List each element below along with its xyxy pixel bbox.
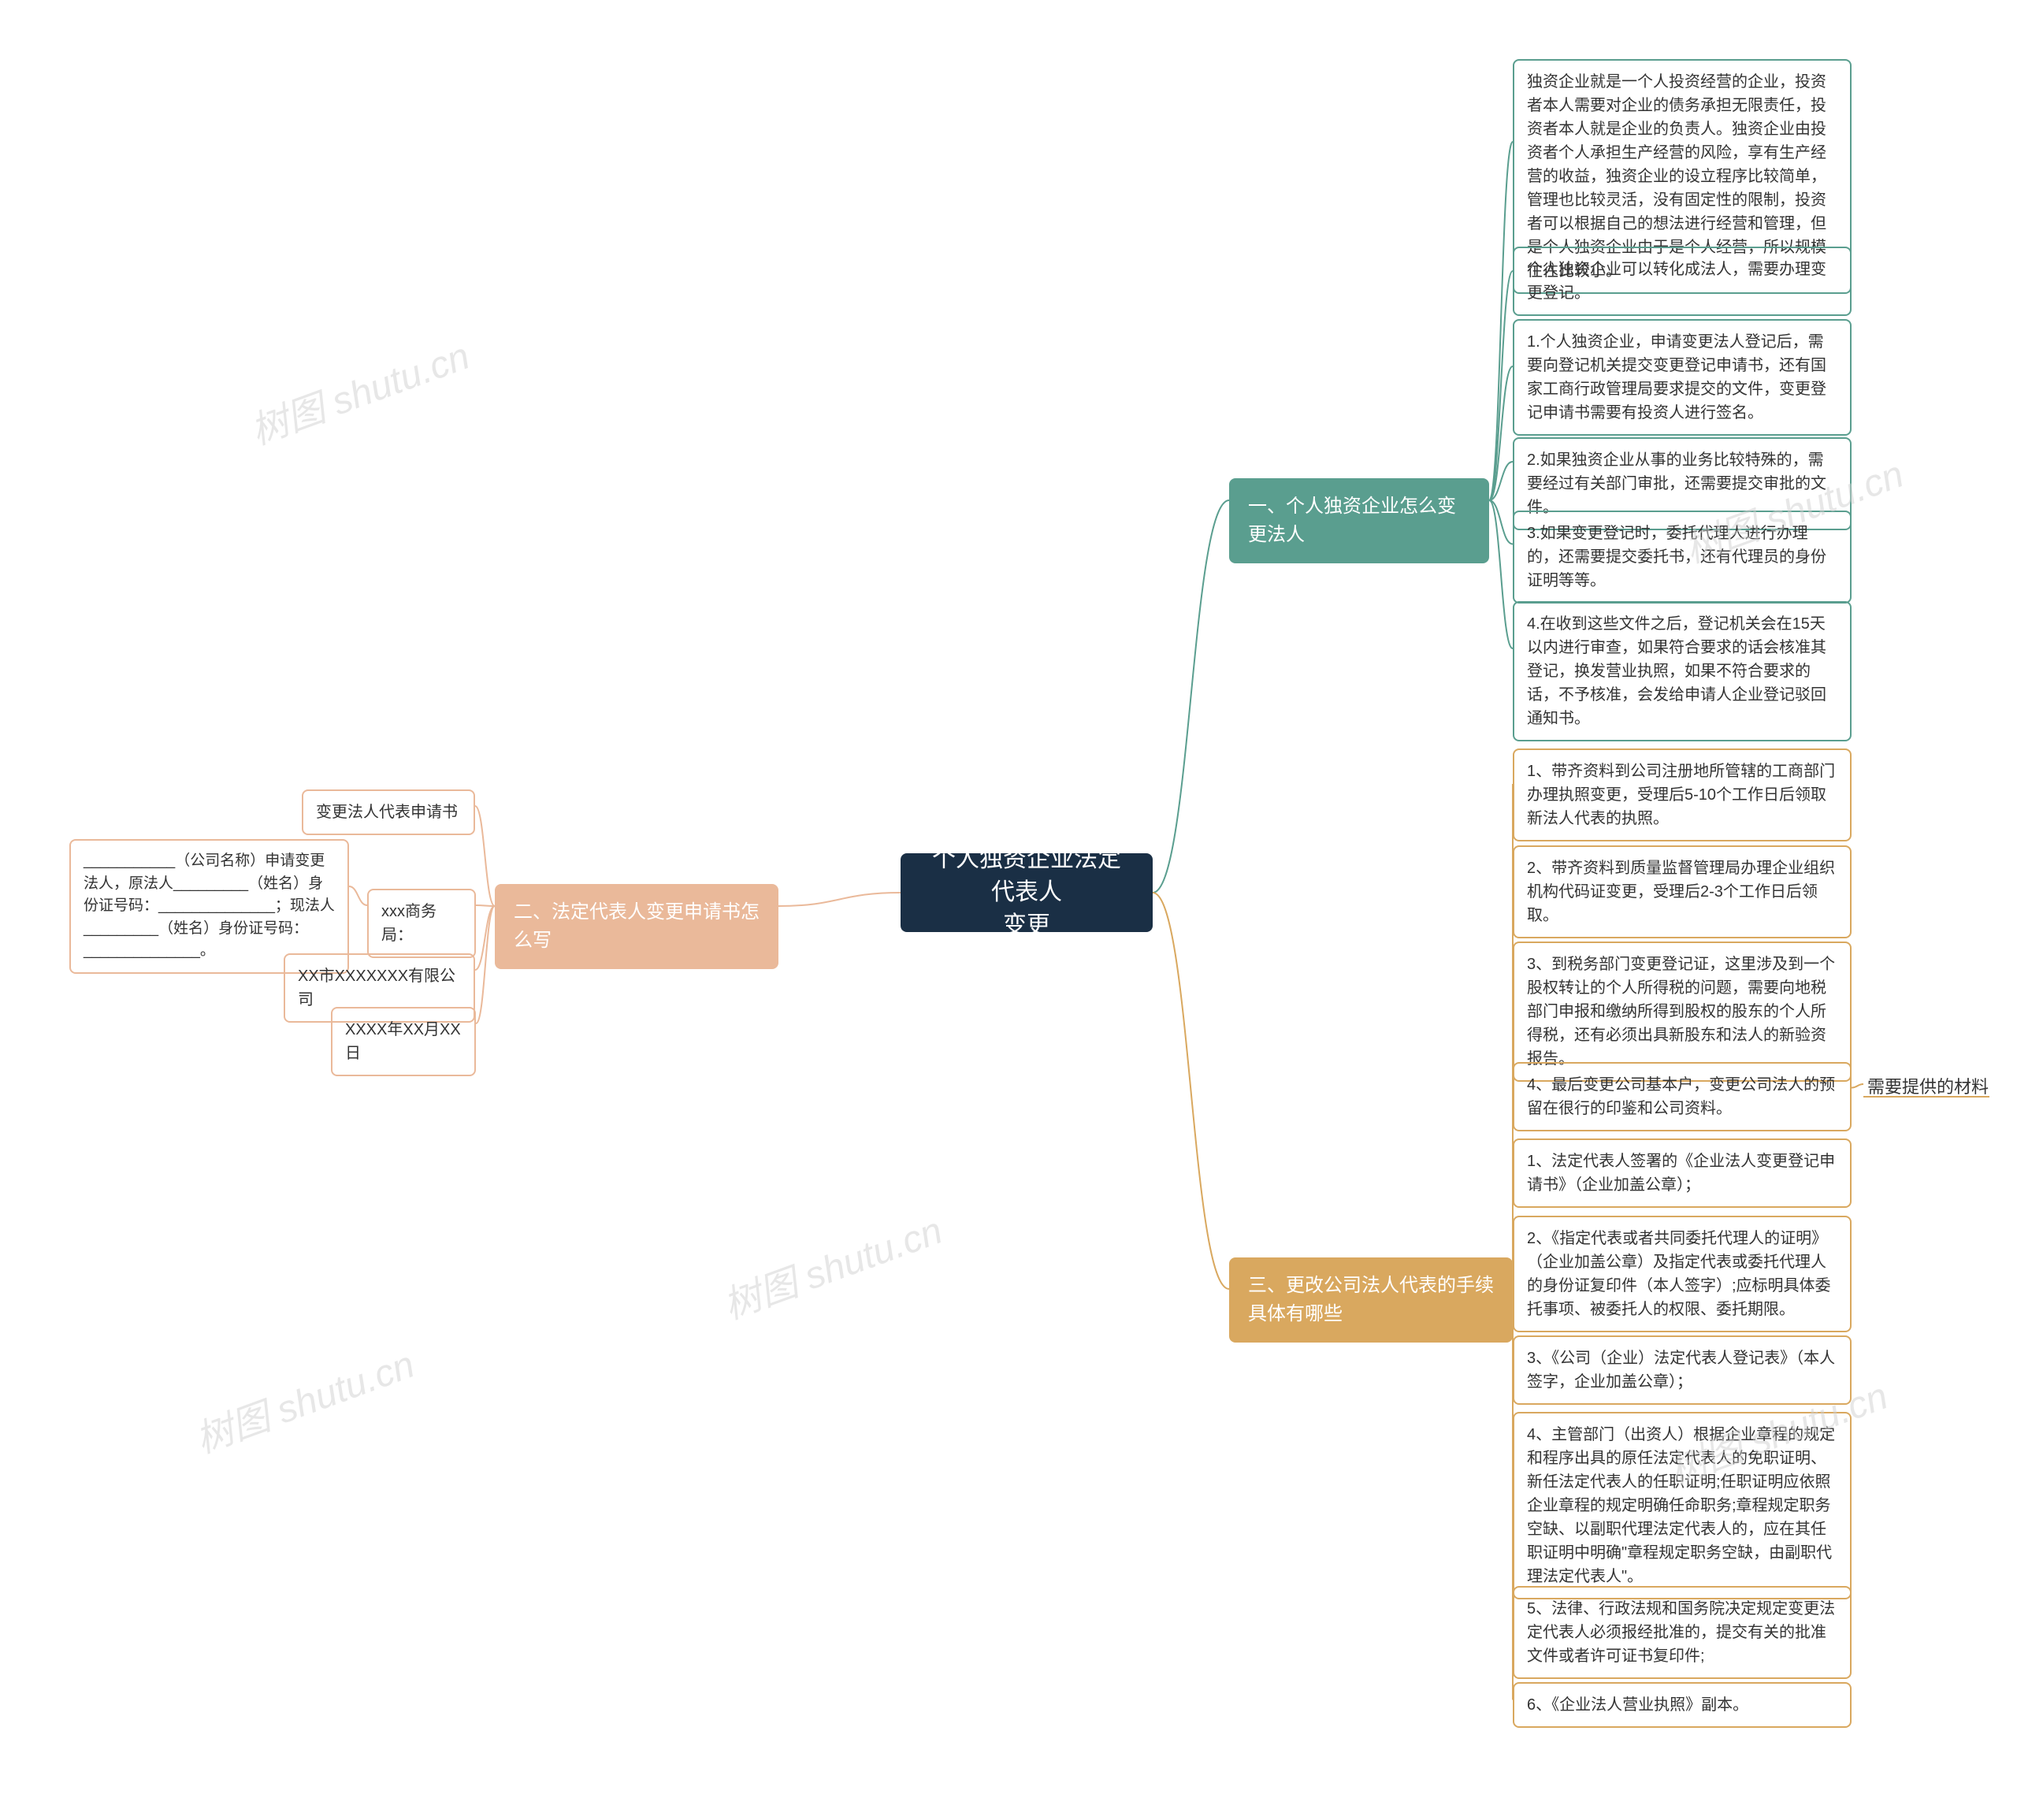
leaf-node: 2、带齐资料到质量监督管理局办理企业组织机构代码证变更，受理后2-3个工作日后领… [1513,845,1852,938]
leaf-node: 个人独资企业可以转化成法人，需要办理变更登记。 [1513,247,1852,316]
leaf-node: 6、《企业法人营业执照》副本。 [1513,1682,1852,1728]
leaf-node: 1、带齐资料到公司注册地所管辖的工商部门办理执照变更，受理后5-10个工作日后领… [1513,748,1852,841]
watermark: 树图 shutu.cn [242,325,476,455]
root-node: 个人独资企业法定代表人变更 [901,853,1153,932]
leaf-node: xxx商务局： [367,889,476,958]
branch-3-label: 三、更改公司法人代表的手续具体有哪些 [1248,1272,1494,1328]
leaf-node: 3、到税务部门变更登记证，这里涉及到一个股权转让的个人所得税的问题，需要向地税部… [1513,942,1852,1082]
branch-2-label: 二、法定代表人变更申请书怎么写 [514,898,760,955]
leaf-node: 4.在收到这些文件之后，登记机关会在15天以内进行审查，如果符合要求的话会核准其… [1513,601,1852,741]
leaf-node: 3、《公司（企业）法定代表人登记表》（本人签字，企业加盖公章）； [1513,1335,1852,1405]
leaf-node: 5、法律、行政法规和国务院决定规定变更法定代表人必须报经批准的，提交有关的批准文… [1513,1586,1852,1679]
leaf-node: 1.个人独资企业，申请变更法人登记后，需要向登记机关提交变更登记申请书，还有国家… [1513,319,1852,436]
watermark: 树图 shutu.cn [187,1333,421,1463]
leaf-node: 变更法人代表申请书 [302,789,475,835]
leaf-node: XXXX年XX月XX日 [331,1007,476,1076]
leaf-node: 4、主管部门（出资人）根据企业章程的规定和程序出具的原任法定代表人的免职证明、新… [1513,1412,1852,1599]
watermark: 树图 shutu.cn [715,1199,949,1329]
leaf-node: 3.如果变更登记时，委托代理人进行办理的，还需要提交委托书，还有代理员的身份证明… [1513,511,1852,604]
leaf-node: 4、最后变更公司基本户，变更公司法人的预留在很行的印鉴和公司资料。 [1513,1062,1852,1131]
side-label: 需要提供的材料 [1867,1073,1989,1098]
branch-1: 一、个人独资企业怎么变更法人 [1229,478,1489,563]
branch-1-label: 一、个人独资企业怎么变更法人 [1248,492,1470,549]
leaf-node: 2、《指定代表或者共同委托代理人的证明》（企业加盖公章）及指定代表或委托代理人的… [1513,1216,1852,1332]
branch-3: 三、更改公司法人代表的手续具体有哪些 [1229,1257,1513,1343]
branch-2: 二、法定代表人变更申请书怎么写 [495,884,778,969]
leaf-node: 1、法定代表人签署的《企业法人变更登记申请书》（企业加盖公章）； [1513,1138,1852,1208]
